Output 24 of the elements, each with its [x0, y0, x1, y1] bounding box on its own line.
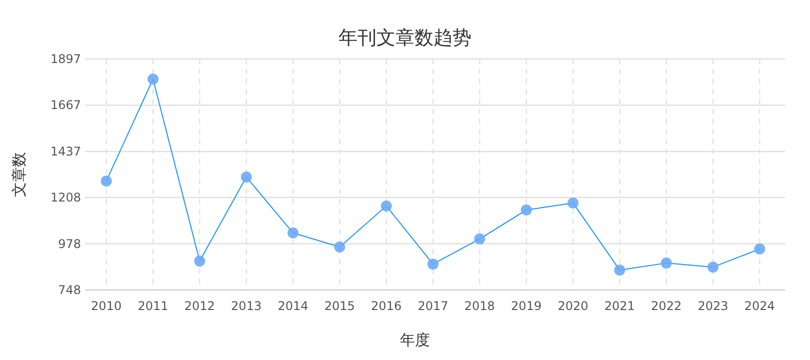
- y-tick-label: 1667: [50, 98, 81, 112]
- x-tick-label: 2024: [744, 299, 775, 313]
- x-tick-label: 2013: [231, 299, 262, 313]
- x-tick-label: 2017: [418, 299, 448, 313]
- y-tick-label: 1208: [50, 190, 81, 205]
- y-axis-title: 文章数: [10, 152, 28, 197]
- x-tick-label: 2012: [184, 299, 215, 313]
- x-axis-title: 年度: [400, 331, 430, 349]
- y-tick-label: 1897: [50, 52, 81, 66]
- x-tick-label: 2011: [138, 299, 168, 313]
- x-tick-label: 2020: [558, 299, 588, 313]
- x-tick-label: 2018: [464, 299, 495, 313]
- x-tick-label: 2023: [698, 299, 728, 313]
- x-tick-label: 2015: [324, 299, 355, 313]
- x-tick-label: 2016: [371, 299, 402, 313]
- x-tick-label: 2021: [604, 299, 635, 313]
- x-tick-label: 2014: [278, 299, 308, 313]
- y-tick-label: 978: [58, 236, 81, 251]
- x-tick-label: 2010: [91, 299, 122, 313]
- y-tick-label: 748: [58, 283, 81, 297]
- x-tick-label: 2019: [511, 299, 542, 313]
- chart-title: 年刊文章数趋势: [338, 27, 472, 49]
- y-tick-label: 1437: [50, 144, 81, 158]
- x-tick-label: 2022: [651, 299, 682, 313]
